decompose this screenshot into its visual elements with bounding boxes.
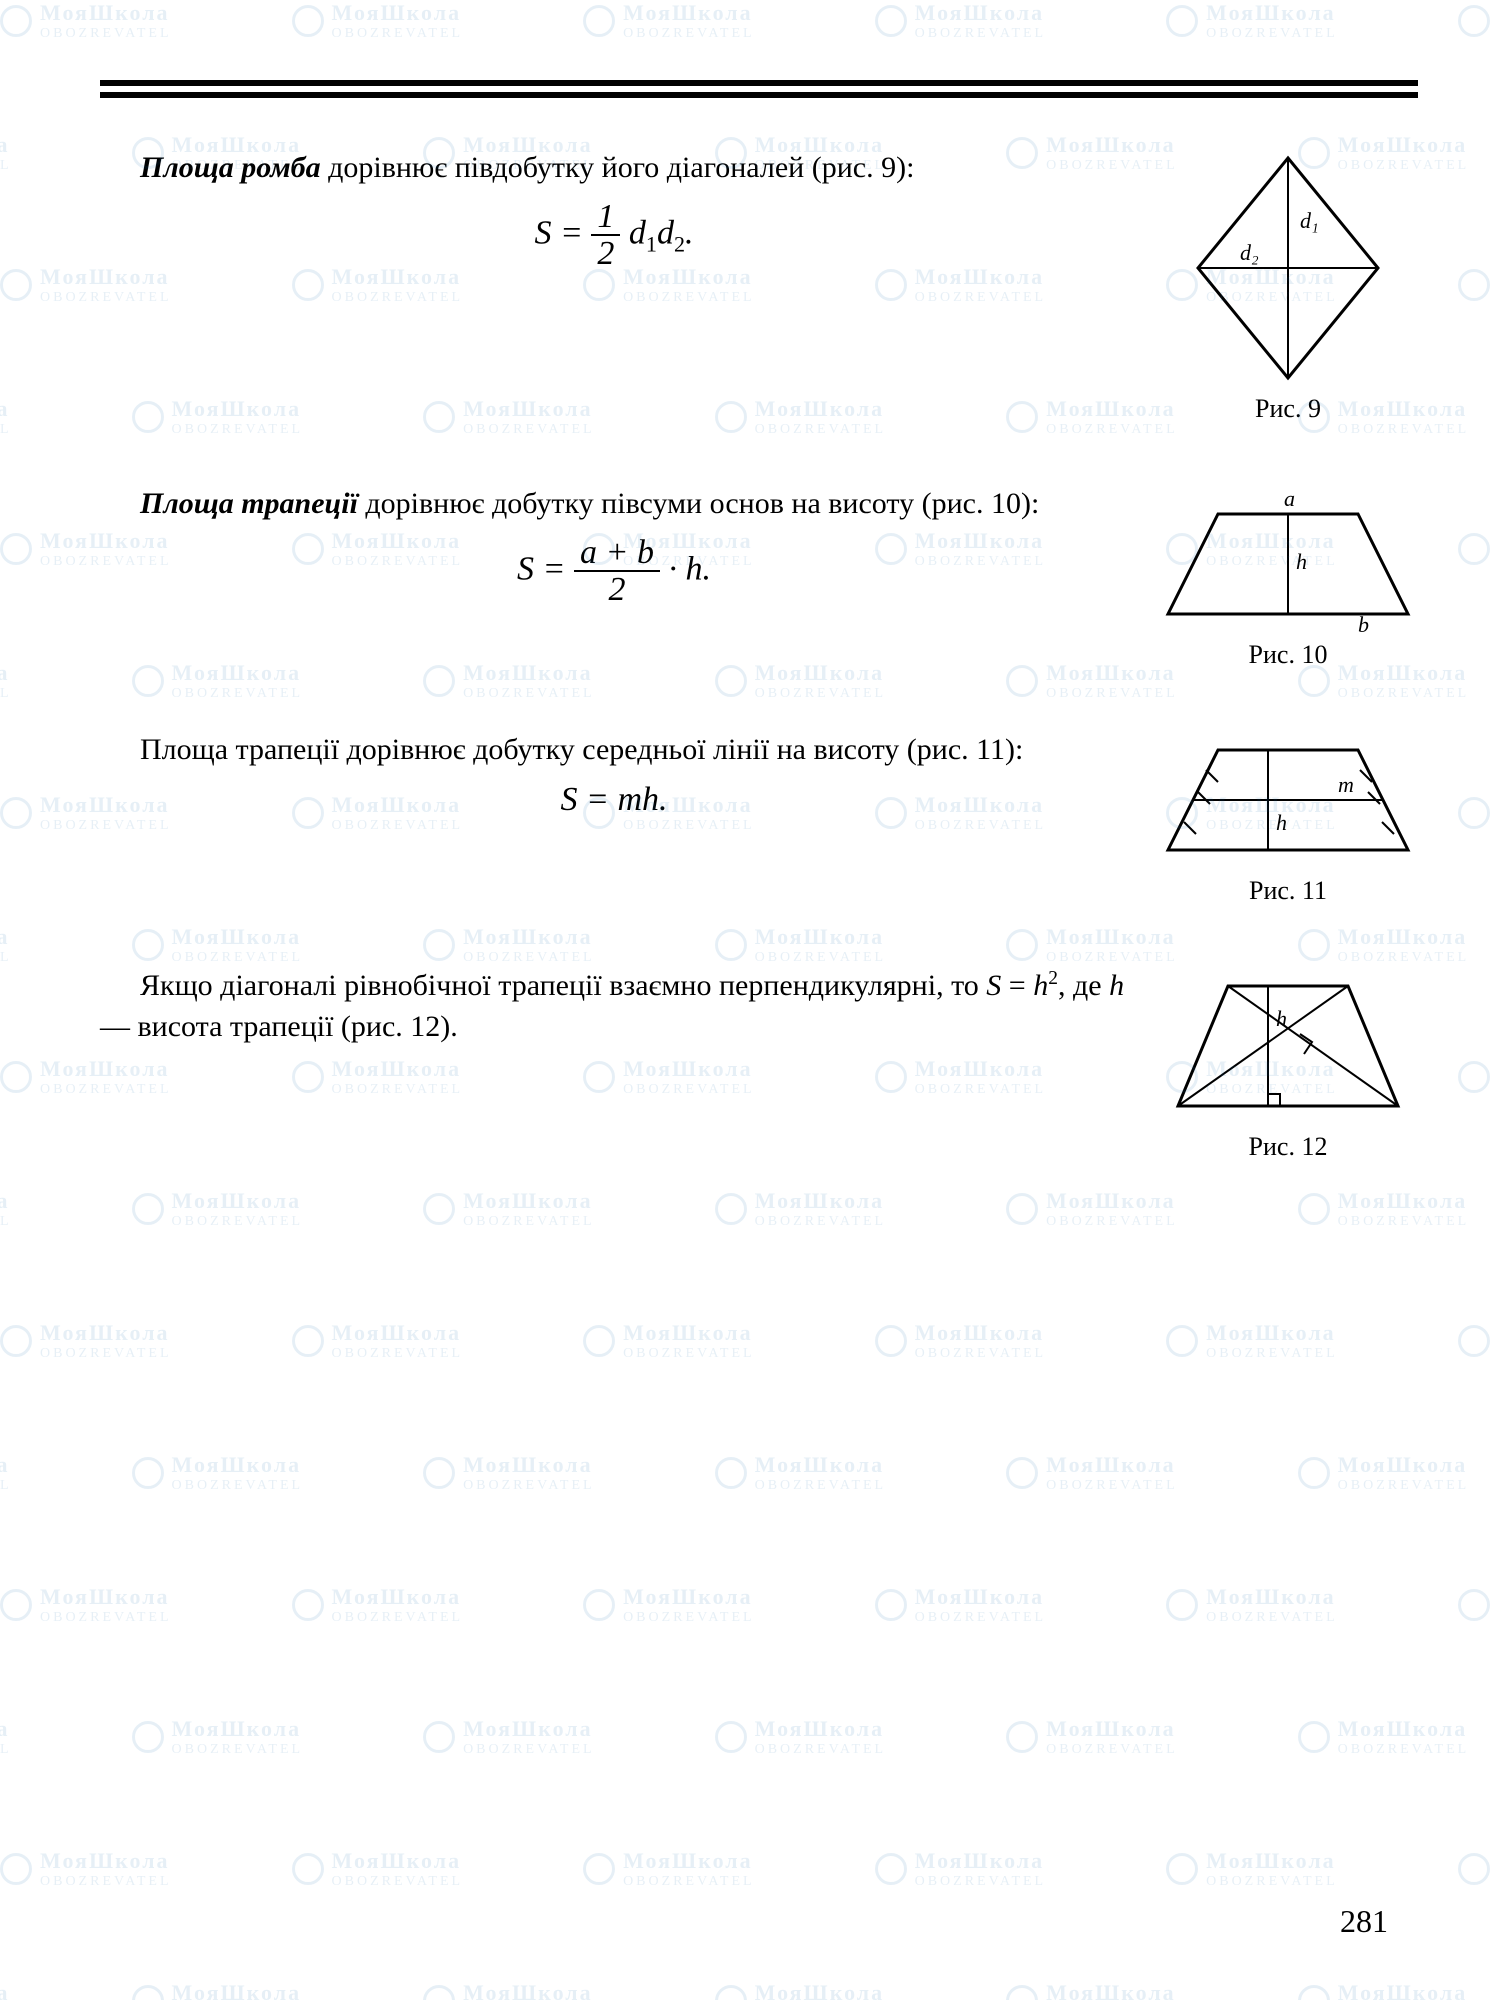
- text-col: Площа трапеції дорівнює добутку середньо…: [100, 730, 1158, 819]
- label-a: a: [1284, 486, 1295, 511]
- figure-9: d₁ d₂ Рис. 9: [1158, 148, 1418, 424]
- para-trap3: Якщо діагоналі рівнобічної трапеції взає…: [100, 966, 1128, 1047]
- label-m: m: [1338, 772, 1354, 797]
- rest: дорівнює добутку півсуми основ на висоту…: [358, 487, 1039, 520]
- label-h: h: [1276, 810, 1287, 835]
- formula-rhombus: S = 12 d1d2.: [100, 199, 1128, 272]
- label-h: h: [1296, 549, 1307, 574]
- text-col: Площа ромба дорівнює півдобутку його діа…: [100, 148, 1158, 272]
- top-double-rule: [100, 80, 1418, 98]
- rhombus-svg: d₁ d₂: [1188, 148, 1388, 388]
- para-trap2: Площа трапеції дорівнює добутку середньо…: [100, 730, 1128, 771]
- caption-12: Рис. 12: [1158, 1132, 1418, 1162]
- label-h: h: [1276, 1006, 1287, 1031]
- caption-11: Рис. 11: [1158, 876, 1418, 906]
- label-b: b: [1358, 612, 1369, 634]
- lead: Площа трапеції: [140, 487, 358, 520]
- section-rhombus: Площа ромба дорівнює півдобутку його діа…: [100, 148, 1418, 424]
- section-trapezoid-perp: Якщо діагоналі рівнобічної трапеції взає…: [100, 966, 1418, 1162]
- para-rhombus: Площа ромба дорівнює півдобутку його діа…: [100, 148, 1128, 189]
- figure-12: h Рис. 12: [1158, 966, 1418, 1162]
- lead: Площа ромба: [140, 151, 321, 184]
- page-number: 281: [1340, 1903, 1388, 1940]
- caption-10: Рис. 10: [1158, 640, 1418, 670]
- label-d2: d₂: [1240, 240, 1259, 265]
- section-trapezoid-abh: Площа трапеції дорівнює добутку півсуми …: [100, 484, 1418, 670]
- page: МояШколаOBOZREVATELМояШколаOBOZREVATELМо…: [0, 0, 1498, 2000]
- trapezoid-perp-svg: h: [1168, 966, 1408, 1126]
- trapezoid-abh-svg: a b h: [1158, 484, 1418, 634]
- formula-trap2: S = mh.: [100, 781, 1128, 819]
- rest: дорівнює півдобутку його діагоналей (рис…: [321, 151, 915, 184]
- section-trapezoid-midline: Площа трапеції дорівнює добутку середньо…: [100, 730, 1418, 906]
- text-col: Площа трапеції дорівнює добутку півсуми …: [100, 484, 1158, 608]
- para-trap1: Площа трапеції дорівнює добутку півсуми …: [100, 484, 1128, 525]
- figure-10: a b h Рис. 10: [1158, 484, 1418, 670]
- text-col: Якщо діагоналі рівнобічної трапеції взає…: [100, 966, 1158, 1055]
- figure-11: m h Рис. 11: [1158, 730, 1418, 906]
- trapezoid-mid-svg: m h: [1158, 730, 1418, 870]
- label-d1: d₁: [1300, 208, 1319, 233]
- caption-9: Рис. 9: [1158, 394, 1418, 424]
- formula-trap1: S = a + b2 · h.: [100, 535, 1128, 608]
